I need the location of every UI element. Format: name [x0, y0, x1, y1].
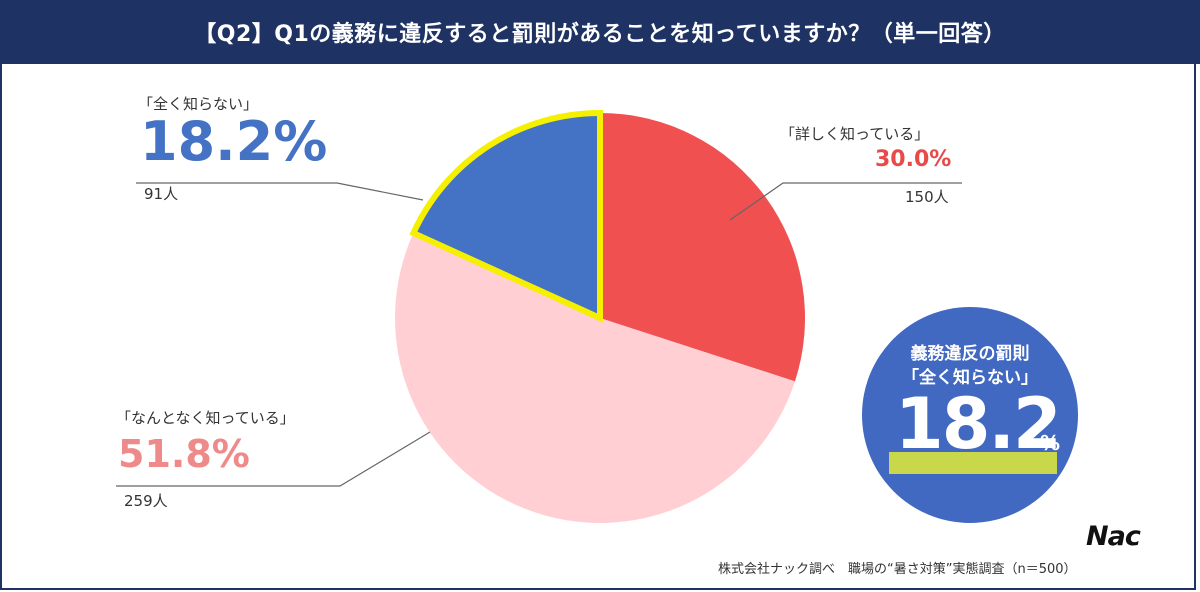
slice-not-at-all — [413, 113, 600, 318]
chart-frame — [0, 64, 1196, 590]
source-note: 株式会社ナック調べ 職場の“暑さ対策”実態調査（n＝500） — [718, 562, 1077, 577]
chart-title: 【Q2】Q1の義務に違反すると罰則があることを知っていますか？（単一回答） — [0, 0, 1200, 64]
slice-somewhat — [395, 233, 795, 523]
slice-count: 150人 — [905, 188, 949, 207]
nac-logo: Nac — [1086, 521, 1141, 552]
leader-line-detailed — [729, 182, 962, 221]
slice-highlight-outline — [409, 109, 603, 323]
slice-count: 259人 — [124, 491, 168, 510]
slice-name: 「なんとなく知っている」 — [116, 409, 295, 427]
slice-count: 91人 — [144, 185, 179, 204]
slice-detailed — [600, 112, 806, 382]
leader-line-somewhat — [116, 431, 431, 487]
callout-unit: % — [1040, 431, 1061, 455]
slice-label-not-at-all: 「全く知らない」 18.2% 91人 — [138, 93, 327, 204]
callout-circle: 義務違反の罰則 「全く知らない」 18.2 % — [862, 307, 1078, 523]
leader-line-not-at-all — [136, 182, 424, 201]
slice-percent: 30.0% — [875, 147, 952, 172]
slice-label-detailed: 「詳しく知っている」 30.0% 150人 — [780, 123, 951, 207]
slice-percent: 18.2% — [140, 110, 328, 173]
callout-line2: 「全く知らない」 — [902, 368, 1038, 388]
slice-name: 「詳しく知っている」 — [780, 125, 930, 143]
slice-label-somewhat: 「なんとなく知っている」 51.8% 259人 — [116, 407, 295, 511]
callout-highlight-bar — [889, 452, 1057, 474]
callout-line1: 義務違反の罰則 — [910, 344, 1030, 364]
slice-percent: 51.8% — [118, 432, 250, 476]
callout-value: 18.2 — [895, 383, 1062, 465]
slice-name: 「全く知らない」 — [138, 95, 259, 113]
